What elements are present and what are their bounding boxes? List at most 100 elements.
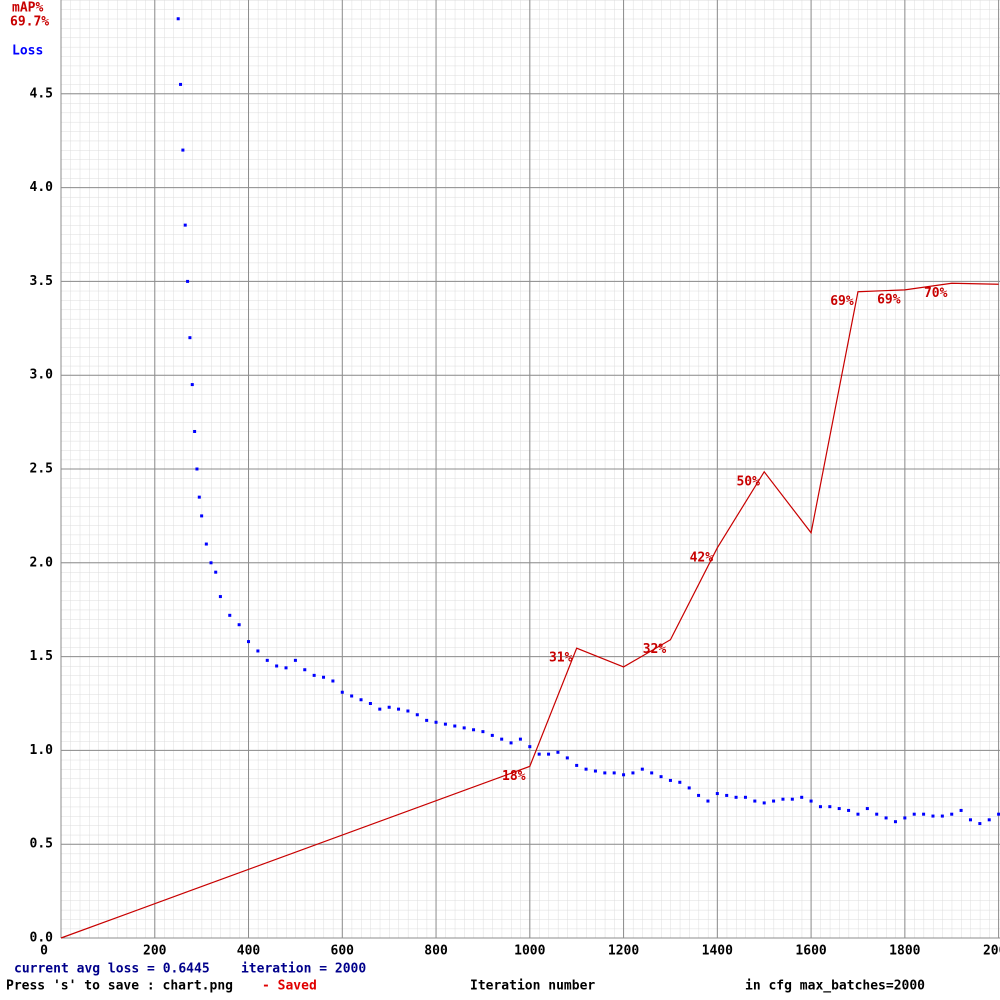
loss-point [612, 771, 616, 775]
loss-point [781, 797, 785, 801]
loss-point [500, 737, 504, 741]
loss-point [200, 514, 204, 518]
x-tick-label: 2000 [983, 944, 1000, 959]
y-tick-label: 3.0 [30, 368, 54, 383]
loss-point [228, 613, 232, 617]
loss-point [387, 705, 391, 709]
loss-point [406, 709, 410, 713]
x-tick-label: 0 [40, 944, 48, 959]
loss-point [818, 805, 822, 809]
loss-point [809, 799, 813, 803]
loss-point [968, 818, 972, 822]
loss-point [950, 812, 954, 816]
loss-point [237, 623, 241, 627]
x-tick-label: 200 [143, 944, 167, 959]
loss-point [837, 807, 841, 811]
loss-point [481, 730, 485, 734]
loss-point [179, 82, 183, 86]
loss-point [340, 690, 344, 694]
loss-point [800, 795, 804, 799]
loss-point [734, 795, 738, 799]
loss-point [687, 786, 691, 790]
loss-point [753, 799, 757, 803]
y-tick-label: 0.5 [30, 837, 53, 852]
loss-point [575, 763, 579, 767]
loss-point [322, 675, 326, 679]
loss-point [997, 812, 1000, 816]
loss-point [922, 812, 926, 816]
save-hint: Press 's' to save : chart.png [6, 979, 233, 994]
loss-point [762, 801, 766, 805]
y-tick-label: 3.5 [30, 274, 53, 289]
y-tick-label: 2.5 [30, 462, 53, 477]
map-label: 70% [924, 286, 948, 301]
loss-point [472, 728, 476, 732]
loss-point [912, 812, 916, 816]
loss-point [188, 336, 192, 340]
y-tick-label: 0.0 [30, 931, 54, 946]
loss-point [959, 808, 963, 812]
loss-point [537, 752, 541, 756]
loss-point [197, 495, 201, 499]
loss-point [893, 820, 897, 824]
map-label: 31% [549, 651, 573, 666]
loss-point [715, 792, 719, 796]
y-tick-label: 4.5 [30, 86, 53, 101]
map-label: 50% [736, 474, 760, 489]
x-tick-label: 1600 [795, 944, 826, 959]
loss-point [209, 561, 213, 565]
loss-point [743, 795, 747, 799]
y-tick-label: 4.0 [30, 180, 54, 195]
map-label: 42% [690, 550, 714, 565]
loss-legend: Loss [12, 44, 43, 59]
loss-point [214, 570, 218, 574]
loss-point [509, 741, 513, 745]
loss-point [622, 773, 626, 777]
loss-point [190, 383, 194, 387]
x-tick-label: 1400 [702, 944, 733, 959]
y-tick-label: 2.0 [30, 555, 54, 570]
loss-point [176, 17, 180, 21]
loss-point [790, 797, 794, 801]
grid [60, 0, 1000, 939]
loss-point [397, 707, 401, 711]
loss-point [547, 752, 551, 756]
loss-point [284, 666, 288, 670]
loss-point [659, 775, 663, 779]
x-tick-label: 400 [237, 944, 261, 959]
loss-point [490, 733, 494, 737]
loss-point [828, 805, 832, 809]
x-axis-label: Iteration number [470, 979, 595, 994]
marks [60, 17, 1000, 939]
loss-point [256, 649, 260, 653]
loss-point [183, 223, 187, 227]
loss-point [518, 737, 522, 741]
loss-point [706, 799, 710, 803]
loss-point [978, 822, 982, 826]
cfg-note: in cfg max_batches=2000 [745, 979, 925, 994]
loss-point [453, 724, 457, 728]
loss-point [556, 750, 560, 754]
loss-point [462, 726, 466, 730]
loss-point [265, 658, 269, 662]
loss-point [293, 658, 297, 662]
loss-point [987, 818, 991, 822]
loss-point [903, 816, 907, 820]
loss-point [875, 812, 879, 816]
loss-point [856, 812, 860, 816]
loss-point [565, 756, 569, 760]
loss-point [434, 720, 438, 724]
loss-point [378, 707, 382, 711]
loss-point [584, 767, 588, 771]
map-label: 69% [877, 292, 901, 307]
loss-point [195, 467, 199, 471]
loss-point [368, 702, 372, 705]
loss-point [247, 640, 251, 644]
loss-point [443, 722, 447, 726]
y-tick-label: 1.0 [30, 743, 54, 758]
loss-point [528, 745, 532, 749]
map-label: 69% [830, 294, 854, 309]
loss-point [303, 668, 307, 672]
loss-point [772, 799, 776, 803]
loss-point [865, 807, 869, 811]
